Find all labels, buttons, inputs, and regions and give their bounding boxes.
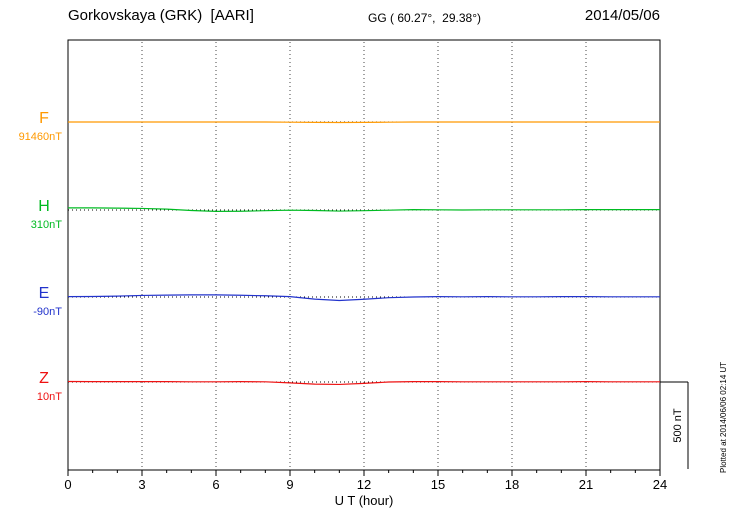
series-letter-E: E xyxy=(39,285,50,302)
geo-coordinates: GG ( 60.27°, 29.38°) xyxy=(368,11,481,25)
trace-H xyxy=(68,207,660,212)
series-letter-Z: Z xyxy=(39,370,49,387)
x-tick-label: 9 xyxy=(286,477,293,492)
plot-box xyxy=(67,39,661,471)
x-axis-label: U T (hour) xyxy=(335,493,394,508)
series-baseline-value-F: 91460nT xyxy=(19,131,63,143)
series-letter-H: H xyxy=(38,198,50,215)
station-title: Gorkovskaya (GRK) [AARI] xyxy=(68,7,254,24)
trace-Z xyxy=(67,380,660,386)
x-tick-label: 12 xyxy=(357,477,371,492)
x-tick-label: 15 xyxy=(431,477,445,492)
scale-bar-label: 500 nT xyxy=(672,408,684,443)
series-baseline-value-E: -90nT xyxy=(33,306,62,318)
x-tick-label: 0 xyxy=(64,477,71,492)
trace-E xyxy=(67,294,660,302)
plot-date: 2014/05/06 xyxy=(584,7,660,24)
series-baseline-value-Z: 10nT xyxy=(37,391,62,403)
x-tick-label: 18 xyxy=(505,477,519,492)
x-tick-label: 21 xyxy=(579,477,593,492)
x-tick-label: 24 xyxy=(653,477,667,492)
plotted-at-note: Plotted at 2014/06/06 02:14 UT xyxy=(719,361,728,473)
x-tick-label: 3 xyxy=(138,477,145,492)
series-baseline-value-H: 310nT xyxy=(31,219,62,231)
trace-F xyxy=(68,121,660,124)
series-letter-F: F xyxy=(39,110,49,127)
x-tick-label: 6 xyxy=(212,477,219,492)
